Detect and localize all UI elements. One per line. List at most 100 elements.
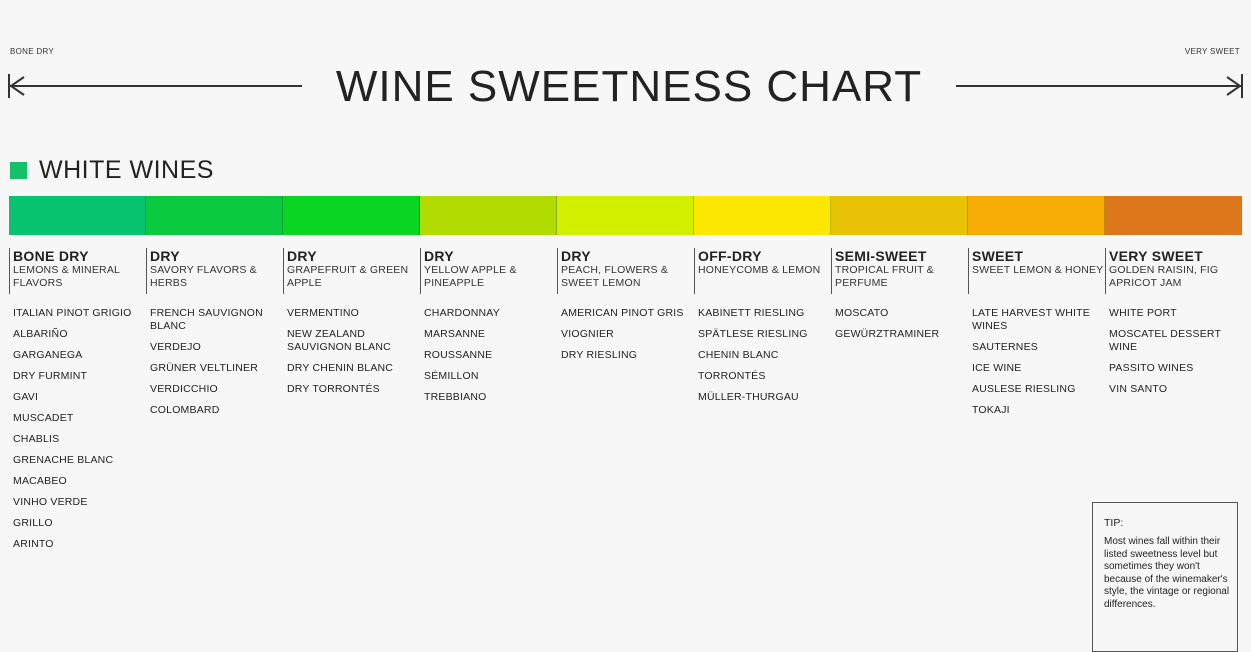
wine-item: CHENIN BLANC [698, 349, 779, 361]
sweetness-level: VERY SWEET [1109, 248, 1204, 264]
flavor-description: SAVORY FLAVORS & HERBS [150, 264, 257, 289]
wine-list: MOSCATO GEWÜRZTRAMINER [831, 307, 968, 341]
wine-item: COLOMBARD [150, 403, 220, 416]
wine-item: MUSCADET [13, 412, 74, 424]
wine-item: TREBBIANO [424, 391, 487, 403]
sweetness-column: SWEET SWEET LEMON & HONEY LATE HARVEST WHI… [968, 196, 1105, 559]
column-header: OFF-DRY HONEYCOMB & LEMON [694, 248, 831, 294]
wine-item: GRILLO [13, 517, 53, 529]
wine-item: KABINETT RIESLING [698, 307, 805, 319]
flavor-description: GRAPEFRUIT & GREEN APPLE [287, 264, 409, 289]
wine-item: AUSLESE RIESLING [972, 382, 1076, 395]
sweetness-column: DRY YELLOW APPLE & PINEAPPLE CHARDONNAY MAR… [420, 196, 557, 559]
wine-item: GRÜNER VELTLINER [150, 361, 259, 374]
section-swatch [10, 162, 27, 179]
color-band [694, 196, 831, 235]
wine-item: SAUTERNES [972, 340, 1038, 353]
sweetness-column: BONE DRY LEMONS & MINERAL FLAVORS ITALIAN … [9, 196, 146, 559]
wine-item: GEWÜRZTRAMINER [835, 328, 940, 340]
column-header: VERY SWEET GOLDEN RAISIN, FIG APRICOT JAM [1105, 248, 1242, 294]
flavor-description: HONEYCOMB & LEMON [698, 264, 821, 276]
wine-item: CHABLIS [13, 433, 60, 445]
flavor-description: TROPICAL FRUIT & PERFUME [835, 264, 934, 289]
wine-item: NEW ZEALAND SAUVIGNON BLANC [287, 328, 391, 353]
tip-label: TIP: [1104, 517, 1124, 529]
wine-item: MÜLLER-THURGAU [698, 391, 799, 403]
wine-item: ITALIAN PINOT GRIGIO [13, 307, 132, 319]
title-row: WINE SWEETNESS CHART [8, 60, 1243, 111]
wine-item: VIOGNIER [561, 328, 614, 340]
wine-item: MACABEO [13, 475, 67, 487]
wine-item: TORRONTÉS [698, 370, 766, 382]
wine-item: PASSITO WINES [1109, 361, 1194, 374]
wine-item: ARINTO [13, 538, 54, 550]
wine-item: DRY RIESLING [561, 349, 638, 361]
wine-item: GARGANEGA [13, 349, 83, 361]
wine-item: DRY FURMINT [13, 370, 88, 382]
wine-item: AMERICAN PINOT GRIS [561, 307, 684, 319]
sweetness-level: DRY [287, 248, 317, 264]
color-band [9, 196, 146, 235]
sweetness-column: DRY GRAPEFRUIT & GREEN APPLE VERMENTINO NEW… [283, 196, 420, 559]
color-band [1105, 196, 1242, 235]
sweetness-column: DRY SAVORY FLAVORS & HERBS FRENCH SAUVIGNO… [146, 196, 283, 559]
sweetness-column: SEMI-SWEET TROPICAL FRUIT & PERFUME MOSCAT… [831, 196, 968, 559]
wine-item: DRY TORRONTÉS [287, 382, 380, 395]
flavor-description: LEMONS & MINERAL FLAVORS [13, 264, 120, 289]
sweetness-level: DRY [150, 248, 180, 264]
wine-list: LATE HARVEST WHITE WINES SAUTERNES ICE WIN… [968, 307, 1105, 416]
wine-item: VERDEJO [150, 340, 201, 353]
column-header: DRY SAVORY FLAVORS & HERBS [146, 248, 283, 294]
wine-item: SPÄTLESE RIESLING [698, 328, 808, 340]
column-header: DRY GRAPEFRUIT & GREEN APPLE [283, 248, 420, 294]
flavor-description: YELLOW APPLE & PINEAPPLE [424, 264, 517, 289]
wine-list: WHITE PORT MOSCATEL DESSERT WINE PASSITO W… [1105, 307, 1242, 395]
sweetness-column: VERY SWEET GOLDEN RAISIN, FIG APRICOT JAM… [1105, 196, 1242, 559]
sweetness-level: OFF-DRY [698, 248, 762, 264]
column-header: SWEET SWEET LEMON & HONEY [968, 248, 1105, 294]
wine-item: MOSCATEL DESSERT WINE [1109, 328, 1221, 353]
sweetness-column: OFF-DRY HONEYCOMB & LEMON KABINETT RIESLIN… [694, 196, 831, 559]
wine-item: GAVI [13, 391, 39, 403]
flavor-description: GOLDEN RAISIN, FIG APRICOT JAM [1109, 264, 1219, 289]
wine-item: DRY CHENIN BLANC [287, 361, 394, 374]
color-band [420, 196, 557, 235]
scale-label-left: BONE DRY [10, 47, 55, 56]
wine-item: WHITE PORT [1109, 307, 1177, 319]
tip-box: TIP: Most wines fall within their listed… [1092, 502, 1238, 652]
wine-list: ITALIAN PINOT GRIGIO ALBARIÑO GARGANEGA DRY… [9, 307, 146, 551]
color-band [968, 196, 1105, 235]
wine-item: VERDICCHIO [150, 382, 218, 395]
wine-list: FRENCH SAUVIGNON BLANC VERDEJO GRÜNER VELT… [146, 307, 283, 416]
sweetness-level: DRY [561, 248, 591, 264]
tip-text: Most wines fall within their listed swee… [1104, 536, 1230, 610]
wine-item: ICE WINE [972, 361, 1022, 374]
wine-list: KABINETT RIESLING SPÄTLESE RIESLING CHENIN… [694, 307, 831, 404]
wine-item: TOKAJI [972, 403, 1010, 416]
wine-item: SÉMILLON [424, 370, 479, 382]
sweetness-level: DRY [424, 248, 454, 264]
wine-item: FRENCH SAUVIGNON BLANC [150, 307, 263, 332]
wine-item: VINHO VERDE [13, 496, 88, 508]
section-title: WHITE WINES [39, 156, 214, 184]
column-header: SEMI-SWEET TROPICAL FRUIT & PERFUME [831, 248, 968, 294]
sweetness-column: DRY PEACH, FLOWERS & SWEET LEMON AMERICAN … [557, 196, 694, 559]
color-band [557, 196, 694, 235]
column-header: BONE DRY LEMONS & MINERAL FLAVORS [9, 248, 146, 294]
sweetness-level: BONE DRY [13, 248, 89, 264]
color-band [146, 196, 283, 235]
flavor-description: PEACH, FLOWERS & SWEET LEMON [561, 264, 669, 289]
color-band [831, 196, 968, 235]
column-header: DRY PEACH, FLOWERS & SWEET LEMON [557, 248, 694, 294]
wine-item: VIN SANTO [1109, 382, 1168, 395]
wine-item: MOSCATO [835, 307, 889, 319]
wine-list: VERMENTINO NEW ZEALAND SAUVIGNON BLANC DRY… [283, 307, 420, 395]
wine-item: CHARDONNAY [424, 307, 500, 319]
wine-list: AMERICAN PINOT GRIS VIOGNIER DRY RIESLING [557, 307, 694, 362]
sweetness-columns: BONE DRY LEMONS & MINERAL FLAVORS ITALIAN … [9, 196, 1242, 559]
sweetness-level: SWEET [972, 248, 1024, 264]
arrow-left-line [10, 85, 302, 87]
sweetness-level: SEMI-SWEET [835, 248, 927, 264]
wine-item: VERMENTINO [287, 307, 360, 319]
column-header: DRY YELLOW APPLE & PINEAPPLE [420, 248, 557, 294]
